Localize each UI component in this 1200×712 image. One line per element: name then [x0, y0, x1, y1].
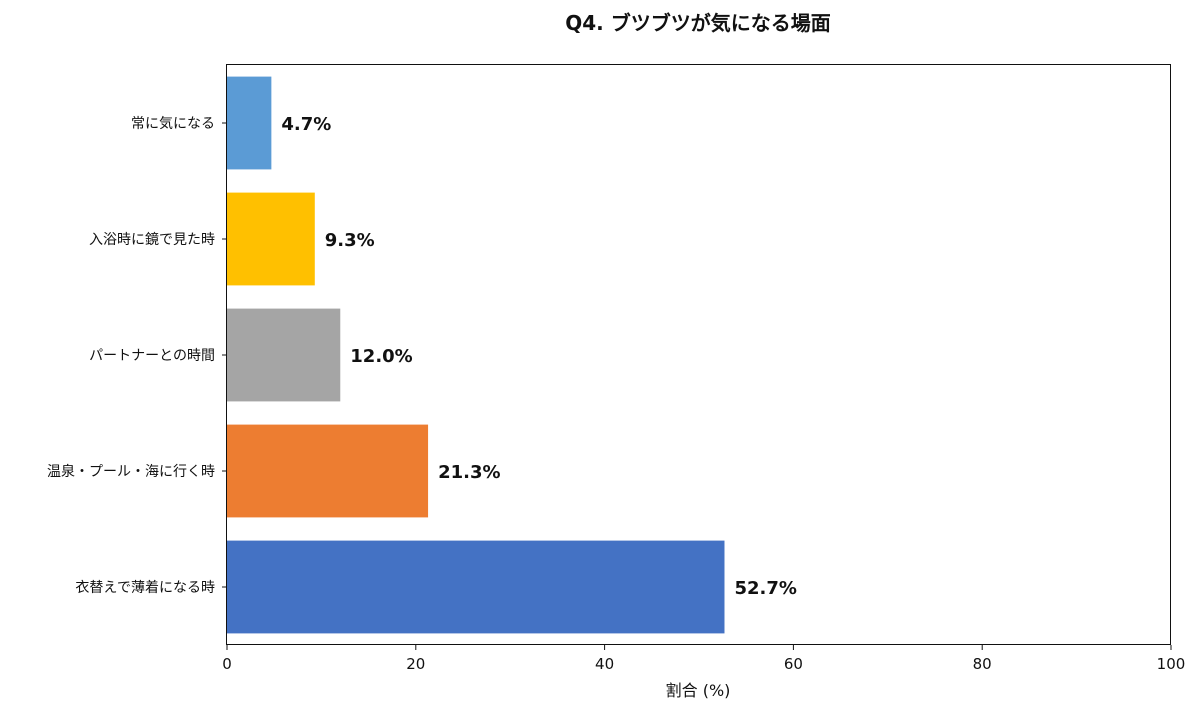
chart-title: Q4. ブツブツが気になる場面 [565, 11, 830, 35]
bar [227, 424, 429, 518]
category-label: 入浴時に鏡で見た時 [89, 232, 215, 248]
category-label: 常に気になる [131, 116, 215, 132]
x-tick-label: 80 [973, 655, 992, 673]
category-label: パートナーとの時間 [89, 348, 215, 364]
bar [227, 540, 725, 634]
x-axis-title: 割合 (%) [666, 681, 731, 700]
data-label: 52.7% [734, 578, 796, 599]
category-label: 温泉・プール・海に行く時 [47, 463, 215, 480]
bar [227, 192, 315, 286]
data-label: 21.3% [438, 462, 500, 483]
bar [227, 308, 341, 402]
x-tick-label: 100 [1157, 655, 1186, 673]
data-label: 4.7% [281, 114, 331, 135]
x-tick-label: 20 [406, 655, 425, 673]
data-label: 12.0% [350, 346, 412, 367]
bars-layer: 4.7% 9.3% 12.0% 21.3% 52.7% [227, 76, 797, 634]
x-tick-label: 40 [595, 655, 614, 673]
x-tick-label: 0 [222, 655, 232, 673]
x-tick-label: 60 [784, 655, 803, 673]
bar [227, 76, 272, 170]
data-label: 9.3% [325, 230, 375, 251]
category-label: 衣替えで薄着になる時 [75, 580, 215, 596]
x-axis: 常に気になる入浴時に鏡で見た時パートナーとの時間温泉・プール・海に行く時衣替えで… [47, 116, 1185, 673]
